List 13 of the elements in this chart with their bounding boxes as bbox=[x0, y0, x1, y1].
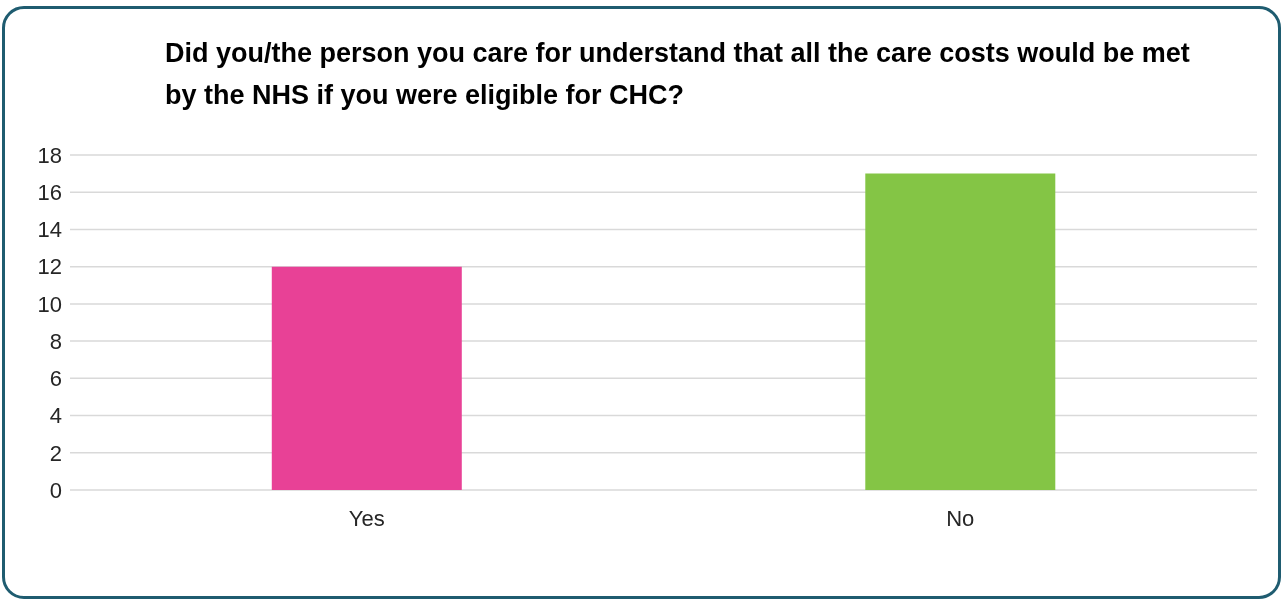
y-tick-label: 14 bbox=[37, 217, 62, 243]
y-tick-label: 2 bbox=[49, 440, 62, 466]
y-tick-label: 18 bbox=[37, 142, 62, 168]
y-tick-label: 8 bbox=[49, 328, 62, 354]
y-tick-label: 6 bbox=[49, 366, 62, 392]
y-tick-label: 4 bbox=[49, 403, 62, 429]
y-tick-label: 0 bbox=[49, 477, 62, 503]
y-tick-label: 16 bbox=[37, 180, 62, 206]
x-tick-label: No bbox=[946, 505, 975, 531]
y-tick-label: 12 bbox=[37, 254, 62, 280]
chart-title: Did you/the person you care for understand that all the care costs would be met by the NHS if you were eligible for CHC? bbox=[165, 37, 1191, 112]
y-tick-label: 10 bbox=[37, 291, 62, 317]
x-tick-label: Yes bbox=[348, 505, 385, 531]
